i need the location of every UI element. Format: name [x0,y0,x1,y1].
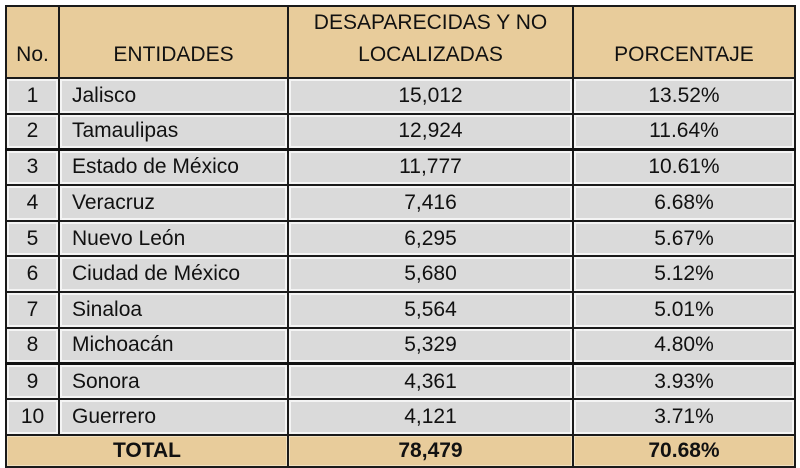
cell-entidad: Nuevo León [58,219,289,258]
cell-desaparecidas: 5,564 [287,291,574,329]
cell-no: 3 [5,147,60,187]
cell-no: 7 [5,291,60,329]
cell-no: 1 [5,77,60,115]
table-row: 3 Estado de México 11,777 10.61% [5,147,796,187]
desaparecidas-table: No. ENTIDADES DESAPARECIDAS Y NO LOCALIZ… [5,5,796,468]
cell-porcentaje: 10.61% [572,147,796,187]
table-row: 5 Nuevo León 6,295 5.67% [5,219,796,258]
cell-no: 5 [5,219,60,258]
table-row: 8 Michoacán 5,329 4.80% [5,326,796,365]
cell-porcentaje: 3.71% [572,398,796,436]
total-row: TOTAL 78,479 70.68% [5,433,796,468]
cell-desaparecidas: 5,680 [287,255,574,294]
cell-desaparecidas: 6,295 [287,219,574,258]
table-footer: TOTAL 78,479 70.68% [5,433,796,468]
header-desaparecidas: DESAPARECIDAS Y NO LOCALIZADAS [287,5,574,79]
table-row: 1 Jalisco 15,012 13.52% [5,77,796,115]
cell-entidad: Estado de México [58,147,289,187]
total-label: TOTAL [5,433,289,468]
cell-desaparecidas: 11,777 [287,147,574,187]
cell-no: 6 [5,255,60,294]
cell-desaparecidas: 12,924 [287,112,574,151]
table-row: 4 Veracruz 7,416 6.68% [5,184,796,222]
cell-entidad: Sonora [58,362,289,401]
cell-entidad: Guerrero [58,398,289,436]
cell-porcentaje: 6.68% [572,184,796,222]
cell-porcentaje: 5.67% [572,219,796,258]
cell-porcentaje: 5.12% [572,255,796,294]
cell-desaparecidas: 15,012 [287,77,574,115]
cell-no: 2 [5,112,60,151]
cell-entidad: Ciudad de México [58,255,289,294]
cell-desaparecidas: 4,121 [287,398,574,436]
cell-desaparecidas: 7,416 [287,184,574,222]
cell-porcentaje: 3.93% [572,362,796,401]
table-row: 10 Guerrero 4,121 3.71% [5,398,796,436]
header-desaparecidas-line2: LOCALIZADAS [358,43,503,66]
header-desaparecidas-line1: DESAPARECIDAS Y NO [313,11,548,34]
header-porcentaje: PORCENTAJE [572,5,796,79]
cell-entidad: Michoacán [58,326,289,365]
cell-no: 8 [5,326,60,365]
cell-no: 9 [5,362,60,401]
cell-entidad: Veracruz [58,184,289,222]
cell-desaparecidas: 5,329 [287,326,574,365]
table-row: 7 Sinaloa 5,564 5.01% [5,291,796,329]
total-porcentaje: 70.68% [572,433,796,468]
cell-entidad: Tamaulipas [58,112,289,151]
table-row: 2 Tamaulipas 12,924 11.64% [5,112,796,151]
table-row: 6 Ciudad de México 5,680 5.12% [5,255,796,294]
cell-porcentaje: 11.64% [572,112,796,151]
total-desaparecidas: 78,479 [287,433,574,468]
table-body: 1 Jalisco 15,012 13.52% 2 Tamaulipas 12,… [5,77,796,436]
cell-entidad: Jalisco [58,77,289,115]
cell-porcentaje: 5.01% [572,291,796,329]
header-entidades: ENTIDADES [58,5,289,79]
cell-porcentaje: 4.80% [572,326,796,365]
cell-entidad: Sinaloa [58,291,289,329]
header-no: No. [5,5,60,79]
cell-desaparecidas: 4,361 [287,362,574,401]
table-container: No. ENTIDADES DESAPARECIDAS Y NO LOCALIZ… [5,5,796,468]
table-header: No. ENTIDADES DESAPARECIDAS Y NO LOCALIZ… [5,5,796,79]
cell-no: 10 [5,398,60,436]
cell-porcentaje: 13.52% [572,77,796,115]
cell-no: 4 [5,184,60,222]
table-row: 9 Sonora 4,361 3.93% [5,362,796,401]
